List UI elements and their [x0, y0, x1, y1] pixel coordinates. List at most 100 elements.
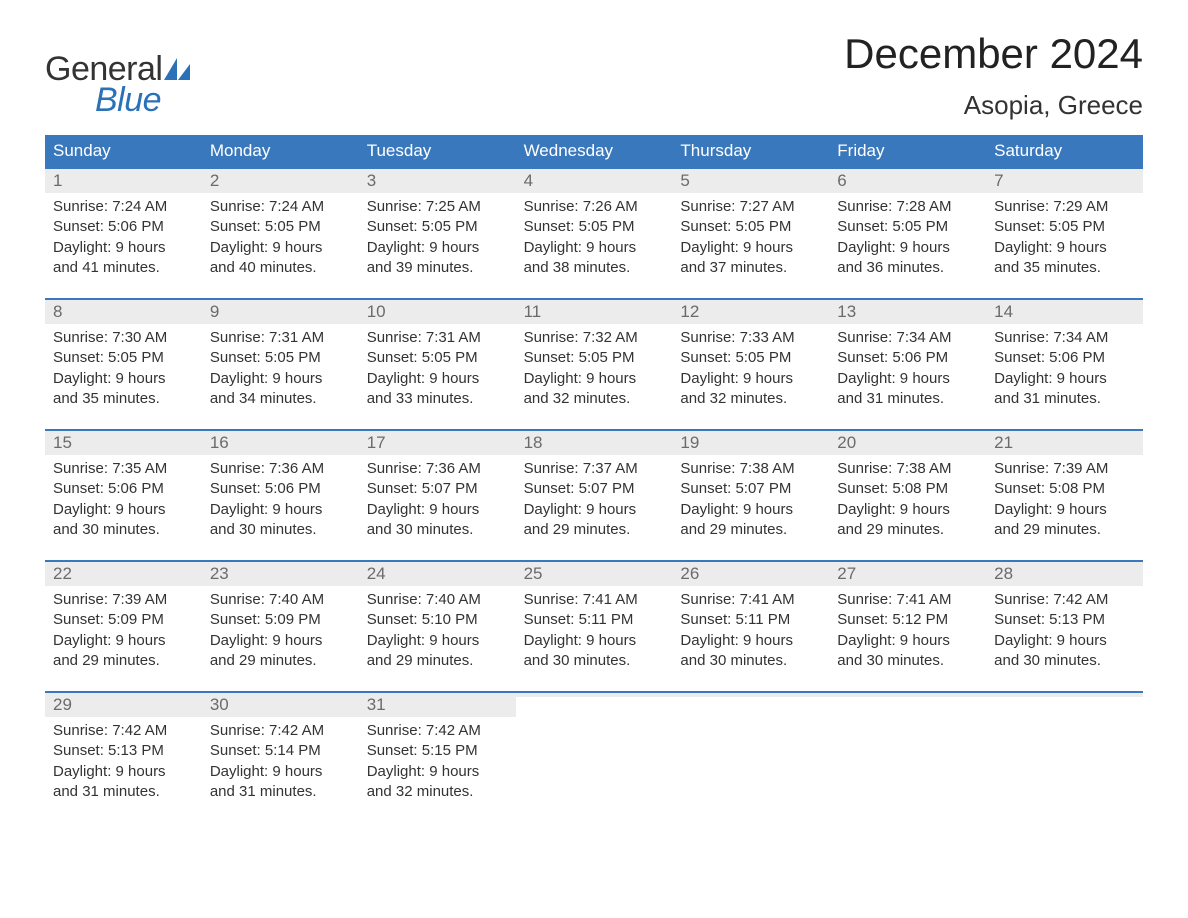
sunrise-text: Sunrise: 7:42 AM [210, 721, 351, 741]
daylight-text: Daylight: 9 hours and 30 minutes. [524, 631, 665, 672]
logo-sail-icon [164, 58, 190, 80]
sunset-text: Sunset: 5:05 PM [680, 348, 821, 368]
day-number: 29 [45, 693, 202, 717]
calendar-day: 16Sunrise: 7:36 AMSunset: 5:06 PMDayligh… [202, 431, 359, 546]
sunrise-text: Sunrise: 7:32 AM [524, 328, 665, 348]
sunset-text: Sunset: 5:06 PM [210, 479, 351, 499]
calendar-day: 12Sunrise: 7:33 AMSunset: 5:05 PMDayligh… [672, 300, 829, 415]
page-title: December 2024 [844, 30, 1143, 78]
calendar-day: 2Sunrise: 7:24 AMSunset: 5:05 PMDaylight… [202, 169, 359, 284]
calendar-day [516, 693, 673, 808]
day-number: 7 [986, 169, 1143, 193]
sunrise-text: Sunrise: 7:40 AM [210, 590, 351, 610]
day-number: 22 [45, 562, 202, 586]
calendar-day: 23Sunrise: 7:40 AMSunset: 5:09 PMDayligh… [202, 562, 359, 677]
sunset-text: Sunset: 5:09 PM [53, 610, 194, 630]
day-detail: Sunrise: 7:42 AMSunset: 5:13 PMDaylight:… [45, 717, 202, 808]
sunrise-text: Sunrise: 7:24 AM [210, 197, 351, 217]
day-detail: Sunrise: 7:41 AMSunset: 5:11 PMDaylight:… [672, 586, 829, 677]
day-detail: Sunrise: 7:36 AMSunset: 5:07 PMDaylight:… [359, 455, 516, 546]
day-detail: Sunrise: 7:39 AMSunset: 5:09 PMDaylight:… [45, 586, 202, 677]
day-number: 25 [516, 562, 673, 586]
day-detail: Sunrise: 7:41 AMSunset: 5:12 PMDaylight:… [829, 586, 986, 677]
day-detail: Sunrise: 7:34 AMSunset: 5:06 PMDaylight:… [829, 324, 986, 415]
daylight-text: Daylight: 9 hours and 35 minutes. [53, 369, 194, 410]
sunrise-text: Sunrise: 7:36 AM [210, 459, 351, 479]
sunset-text: Sunset: 5:05 PM [524, 217, 665, 237]
daylight-text: Daylight: 9 hours and 32 minutes. [367, 762, 508, 803]
calendar-day: 25Sunrise: 7:41 AMSunset: 5:11 PMDayligh… [516, 562, 673, 677]
calendar-day: 9Sunrise: 7:31 AMSunset: 5:05 PMDaylight… [202, 300, 359, 415]
calendar-day: 30Sunrise: 7:42 AMSunset: 5:14 PMDayligh… [202, 693, 359, 808]
daylight-text: Daylight: 9 hours and 37 minutes. [680, 238, 821, 279]
daylight-text: Daylight: 9 hours and 35 minutes. [994, 238, 1135, 279]
sunrise-text: Sunrise: 7:39 AM [994, 459, 1135, 479]
sunset-text: Sunset: 5:08 PM [837, 479, 978, 499]
calendar-day: 24Sunrise: 7:40 AMSunset: 5:10 PMDayligh… [359, 562, 516, 677]
day-detail: Sunrise: 7:25 AMSunset: 5:05 PMDaylight:… [359, 193, 516, 284]
day-detail: Sunrise: 7:31 AMSunset: 5:05 PMDaylight:… [359, 324, 516, 415]
daylight-text: Daylight: 9 hours and 30 minutes. [837, 631, 978, 672]
daylight-text: Daylight: 9 hours and 31 minutes. [994, 369, 1135, 410]
day-number: 27 [829, 562, 986, 586]
logo-text-blue: Blue [95, 81, 161, 120]
day-number: 23 [202, 562, 359, 586]
day-number: 19 [672, 431, 829, 455]
day-detail: Sunrise: 7:42 AMSunset: 5:13 PMDaylight:… [986, 586, 1143, 677]
day-number: 11 [516, 300, 673, 324]
day-detail: Sunrise: 7:36 AMSunset: 5:06 PMDaylight:… [202, 455, 359, 546]
calendar-day: 6Sunrise: 7:28 AMSunset: 5:05 PMDaylight… [829, 169, 986, 284]
day-number: 16 [202, 431, 359, 455]
calendar-day: 21Sunrise: 7:39 AMSunset: 5:08 PMDayligh… [986, 431, 1143, 546]
day-number: 30 [202, 693, 359, 717]
sunrise-text: Sunrise: 7:42 AM [994, 590, 1135, 610]
calendar-week: 22Sunrise: 7:39 AMSunset: 5:09 PMDayligh… [45, 560, 1143, 677]
dayname-saturday: Saturday [986, 135, 1143, 167]
sunset-text: Sunset: 5:05 PM [837, 217, 978, 237]
day-number: 3 [359, 169, 516, 193]
calendar-day: 29Sunrise: 7:42 AMSunset: 5:13 PMDayligh… [45, 693, 202, 808]
day-number: 18 [516, 431, 673, 455]
calendar: Sunday Monday Tuesday Wednesday Thursday… [45, 135, 1143, 808]
sunrise-text: Sunrise: 7:41 AM [524, 590, 665, 610]
calendar-day: 4Sunrise: 7:26 AMSunset: 5:05 PMDaylight… [516, 169, 673, 284]
title-block: December 2024 Asopia, Greece [844, 30, 1143, 121]
day-detail: Sunrise: 7:29 AMSunset: 5:05 PMDaylight:… [986, 193, 1143, 284]
sunset-text: Sunset: 5:06 PM [837, 348, 978, 368]
day-number: 8 [45, 300, 202, 324]
dayname-wednesday: Wednesday [516, 135, 673, 167]
calendar-day: 7Sunrise: 7:29 AMSunset: 5:05 PMDaylight… [986, 169, 1143, 284]
daylight-text: Daylight: 9 hours and 29 minutes. [53, 631, 194, 672]
day-detail: Sunrise: 7:27 AMSunset: 5:05 PMDaylight:… [672, 193, 829, 284]
daylight-text: Daylight: 9 hours and 30 minutes. [994, 631, 1135, 672]
sunset-text: Sunset: 5:10 PM [367, 610, 508, 630]
dayname-header: Sunday Monday Tuesday Wednesday Thursday… [45, 135, 1143, 167]
sunrise-text: Sunrise: 7:24 AM [53, 197, 194, 217]
sunrise-text: Sunrise: 7:31 AM [367, 328, 508, 348]
daylight-text: Daylight: 9 hours and 30 minutes. [367, 500, 508, 541]
day-detail: Sunrise: 7:37 AMSunset: 5:07 PMDaylight:… [516, 455, 673, 546]
sunrise-text: Sunrise: 7:39 AM [53, 590, 194, 610]
daylight-text: Daylight: 9 hours and 30 minutes. [680, 631, 821, 672]
day-number: 9 [202, 300, 359, 324]
day-detail: Sunrise: 7:41 AMSunset: 5:11 PMDaylight:… [516, 586, 673, 677]
sunset-text: Sunset: 5:11 PM [524, 610, 665, 630]
calendar-day [829, 693, 986, 808]
day-detail: Sunrise: 7:30 AMSunset: 5:05 PMDaylight:… [45, 324, 202, 415]
calendar-day: 14Sunrise: 7:34 AMSunset: 5:06 PMDayligh… [986, 300, 1143, 415]
calendar-day: 18Sunrise: 7:37 AMSunset: 5:07 PMDayligh… [516, 431, 673, 546]
day-detail: Sunrise: 7:24 AMSunset: 5:06 PMDaylight:… [45, 193, 202, 284]
calendar-day: 3Sunrise: 7:25 AMSunset: 5:05 PMDaylight… [359, 169, 516, 284]
calendar-week: 29Sunrise: 7:42 AMSunset: 5:13 PMDayligh… [45, 691, 1143, 808]
sunrise-text: Sunrise: 7:42 AM [367, 721, 508, 741]
sunrise-text: Sunrise: 7:38 AM [680, 459, 821, 479]
sunset-text: Sunset: 5:14 PM [210, 741, 351, 761]
dayname-thursday: Thursday [672, 135, 829, 167]
calendar-day: 11Sunrise: 7:32 AMSunset: 5:05 PMDayligh… [516, 300, 673, 415]
calendar-week: 15Sunrise: 7:35 AMSunset: 5:06 PMDayligh… [45, 429, 1143, 546]
day-detail: Sunrise: 7:32 AMSunset: 5:05 PMDaylight:… [516, 324, 673, 415]
daylight-text: Daylight: 9 hours and 32 minutes. [680, 369, 821, 410]
sunset-text: Sunset: 5:07 PM [524, 479, 665, 499]
calendar-day: 26Sunrise: 7:41 AMSunset: 5:11 PMDayligh… [672, 562, 829, 677]
sunrise-text: Sunrise: 7:42 AM [53, 721, 194, 741]
